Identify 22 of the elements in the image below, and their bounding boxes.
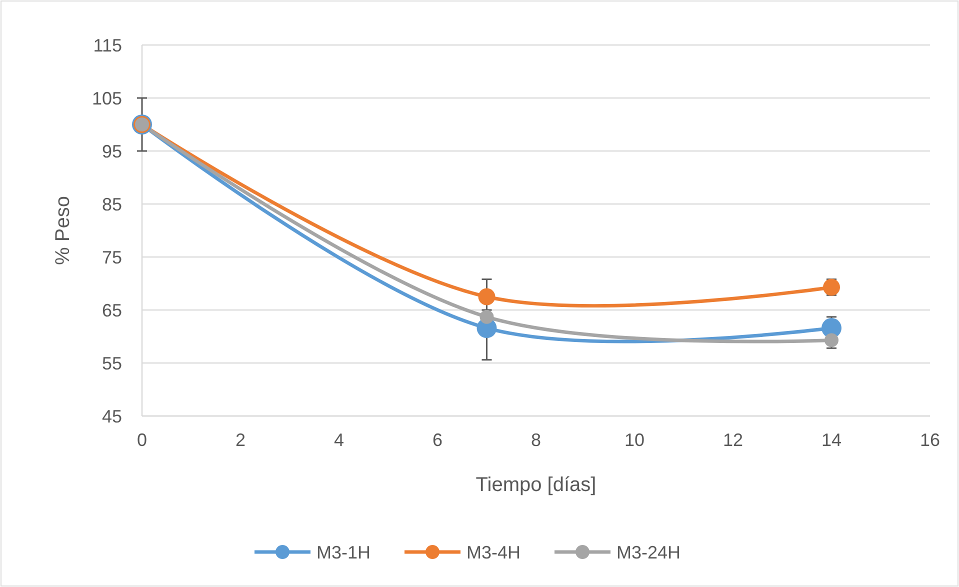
y-tick-label: 65 [102,300,122,320]
x-tick-label: 14 [821,430,842,450]
legend-label: M3-1H [316,542,371,562]
x-tick-label: 4 [334,430,344,450]
legend-label: M3-24H [616,542,681,562]
x-tick-label: 12 [722,430,744,450]
y-tick-label: 75 [102,247,122,268]
legend-label: M3-4H [466,542,521,562]
x-tick-label: 16 [920,430,940,450]
x-tick-label: 10 [624,430,645,450]
y-tick-label: 45 [102,406,122,426]
y-axis-title: % Peso [52,196,74,265]
x-axis-title: Tiempo [días] [476,474,596,496]
x-tick-label: 0 [136,430,148,450]
y-tick-label: 95 [102,141,122,162]
y-tick-label: 55 [102,353,122,374]
x-tick-label: 6 [432,430,443,450]
x-tick-label: 8 [530,430,542,450]
y-tick-label: 85 [102,194,122,214]
y-tick-label: 115 [93,35,122,56]
x-tick-label: 2 [235,430,246,450]
y-tick-label: 105 [92,88,122,108]
